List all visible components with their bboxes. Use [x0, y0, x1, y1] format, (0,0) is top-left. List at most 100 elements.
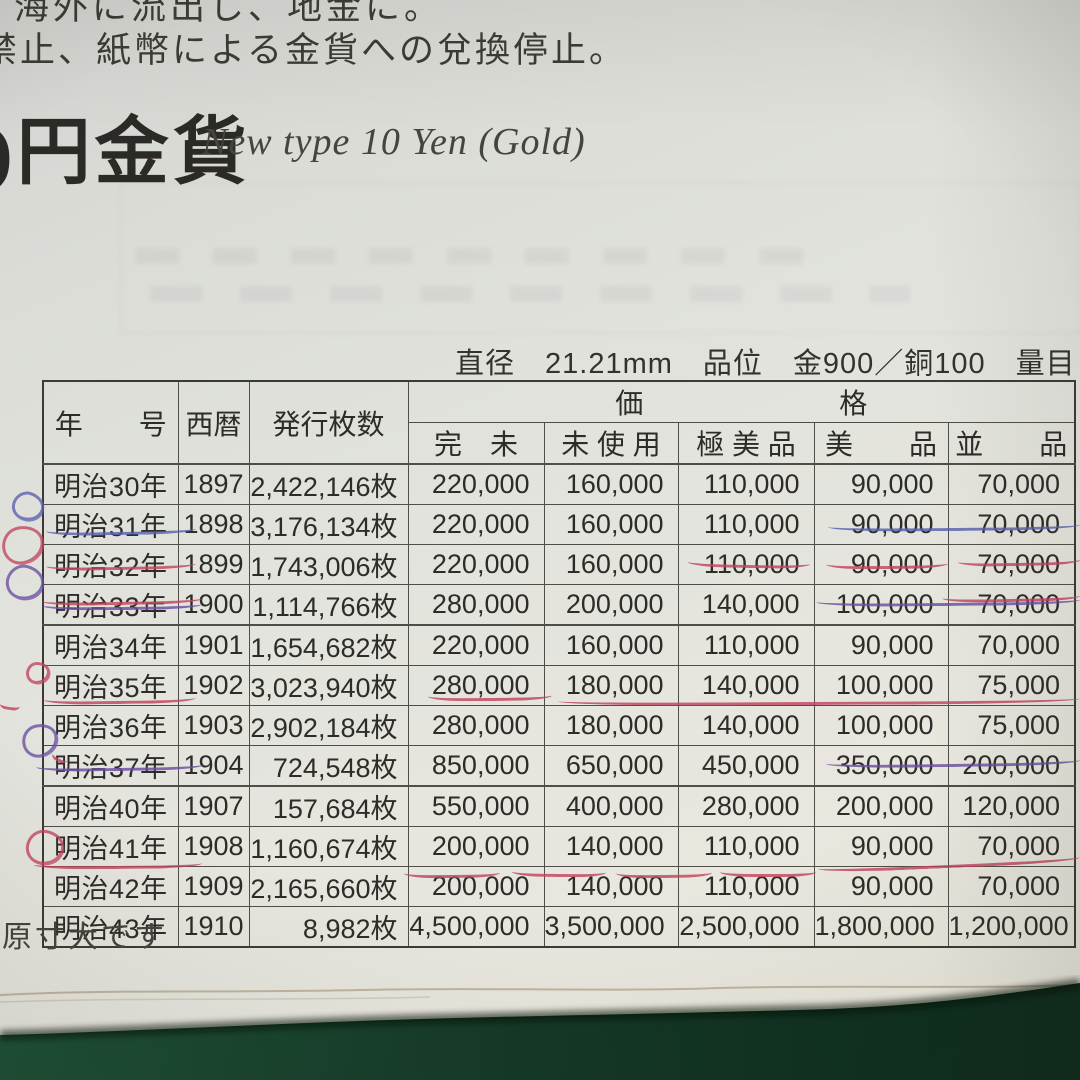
price-cell: 90,000 — [813, 624, 949, 666]
era-cell: 明治41年 — [42, 826, 179, 867]
price-cell: 220,000 — [407, 504, 545, 545]
era-cell: 明治40年 — [42, 785, 179, 827]
price-cell: 160,000 — [543, 544, 679, 585]
header-grade-bihin: 美 品 — [813, 422, 949, 465]
year-cell: 1902 — [177, 665, 250, 706]
header-year: 西暦 — [177, 380, 250, 465]
price-cell: 280,000 — [407, 584, 545, 626]
era-cell: 明治43年 — [42, 906, 179, 948]
mintage-cell: 8,982枚 — [248, 906, 409, 948]
price-cell: 120,000 — [947, 785, 1076, 827]
header-grade-gokubihin: 極 美 品 — [677, 422, 815, 465]
header-mintage: 発行枚数 — [248, 380, 409, 465]
price-cell: 100,000 — [813, 584, 949, 626]
header-grade-namihin: 並 品 — [947, 422, 1076, 465]
price-cell: 200,000 — [407, 866, 545, 907]
mintage-cell: 3,023,940枚 — [248, 665, 409, 706]
page-title-english: New type 10 Yen (Gold) — [202, 121, 586, 163]
mintage-cell: 3,176,134枚 — [248, 504, 409, 545]
year-cell: 1910 — [177, 906, 250, 948]
price-cell: 70,000 — [947, 826, 1076, 867]
price-cell: 70,000 — [947, 504, 1076, 545]
table-row: 明治32年 1899 1,743,006枚 220,000 160,000 110,000… — [42, 544, 1076, 585]
price-cell: 650,000 — [543, 745, 679, 787]
price-cell: 1,800,000 — [813, 906, 949, 948]
underline-mark — [0, 698, 21, 712]
intro-text-line-2: 禁止、紙幣による金貨への兌換停止。 — [0, 31, 627, 70]
price-cell: 160,000 — [543, 624, 679, 666]
year-cell: 1904 — [177, 745, 250, 787]
era-cell: 明治34年 — [42, 624, 179, 666]
price-cell: 110,000 — [677, 826, 815, 867]
price-cell: 100,000 — [813, 665, 949, 706]
price-cell: 70,000 — [947, 866, 1076, 907]
price-cell: 180,000 — [543, 705, 679, 746]
circle-mark — [2, 560, 48, 605]
price-cell: 550,000 — [407, 785, 545, 827]
mintage-cell: 1,160,674枚 — [248, 826, 409, 867]
price-cell: 75,000 — [947, 705, 1076, 746]
price-cell: 140,000 — [543, 826, 679, 867]
price-cell: 70,000 — [947, 624, 1076, 666]
year-cell: 1909 — [177, 866, 250, 907]
table-row: 明治30年 1897 2,422,146枚 220,000 160,000 110,000… — [42, 463, 1076, 505]
header-price-group: 価 格 — [407, 380, 1076, 423]
mintage-cell: 1,114,766枚 — [248, 584, 409, 626]
mintage-cell: 157,684枚 — [248, 785, 409, 827]
table-row: 明治36年 1903 2,902,184枚 280,000 180,000 140,000… — [42, 705, 1076, 746]
price-cell: 90,000 — [813, 826, 949, 867]
price-cell: 140,000 — [543, 866, 679, 907]
mintage-cell: 1,743,006枚 — [248, 544, 409, 585]
price-cell: 110,000 — [677, 624, 815, 666]
mintage-cell: 2,165,660枚 — [248, 866, 409, 907]
mintage-cell: 1,654,682枚 — [248, 624, 409, 666]
era-cell: 明治33年 — [42, 584, 179, 626]
price-cell: 140,000 — [677, 584, 815, 626]
year-cell: 1899 — [177, 544, 250, 585]
show-through-ghost — [135, 248, 835, 264]
green-table-surface — [0, 983, 1080, 1080]
price-cell: 850,000 — [407, 745, 545, 787]
price-cell: 110,000 — [677, 504, 815, 545]
table-row: 明治35年 1902 3,023,940枚 280,000 180,000 140,000… — [42, 665, 1076, 706]
circle-mark — [0, 522, 48, 568]
page-shadow-edge — [0, 978, 1080, 1040]
mintage-cell: 2,902,184枚 — [248, 705, 409, 746]
price-cell: 450,000 — [677, 745, 815, 787]
price-cell: 90,000 — [813, 544, 949, 585]
book-page-edges — [0, 978, 1080, 1080]
intro-text-line-1: 海外に流出し、地金に。 — [14, 0, 444, 27]
header-grade-kanmi: 完 未 — [407, 422, 545, 465]
year-cell: 1900 — [177, 584, 250, 626]
price-cell: 70,000 — [947, 584, 1076, 626]
show-through-ghost — [120, 182, 1080, 334]
mintage-cell: 724,548枚 — [248, 745, 409, 787]
price-cell: 4,500,000 — [407, 906, 545, 948]
price-cell: 280,000 — [677, 785, 815, 827]
price-cell: 160,000 — [543, 504, 679, 545]
era-cell: 明治31年 — [42, 504, 179, 545]
table-row: 明治41年 1908 1,160,674枚 200,000 140,000 110,000… — [42, 826, 1076, 867]
price-cell: 1,200,000 — [947, 906, 1076, 948]
era-cell: 明治30年 — [42, 463, 179, 505]
price-cell: 280,000 — [407, 705, 545, 746]
price-table-header: 年 号 西暦 発行枚数 価 格 完 未 未 使 用 極 美 品 美 品 並 品 — [42, 380, 1076, 465]
price-cell: 70,000 — [947, 463, 1076, 505]
price-cell: 400,000 — [543, 785, 679, 827]
table-row: 明治43年 1910 8,982枚 4,500,000 3,500,000 2,500,0… — [42, 906, 1076, 948]
price-cell: 75,000 — [947, 665, 1076, 706]
price-cell: 90,000 — [813, 504, 949, 545]
year-cell: 1907 — [177, 785, 250, 827]
price-cell: 90,000 — [813, 866, 949, 907]
price-cell: 100,000 — [813, 705, 949, 746]
price-cell: 3,500,000 — [543, 906, 679, 948]
era-cell: 明治32年 — [42, 544, 179, 585]
table-row: 明治31年 1898 3,176,134枚 220,000 160,000 110,000… — [42, 504, 1076, 545]
price-cell: 220,000 — [407, 624, 545, 666]
price-cell: 220,000 — [407, 544, 545, 585]
year-cell: 1908 — [177, 826, 250, 867]
price-cell: 140,000 — [677, 665, 815, 706]
mintage-cell: 2,422,146枚 — [248, 463, 409, 505]
table-row: 明治40年 1907 157,684枚 550,000 400,000 280,000 20… — [42, 785, 1076, 827]
era-cell: 明治35年 — [42, 665, 179, 706]
